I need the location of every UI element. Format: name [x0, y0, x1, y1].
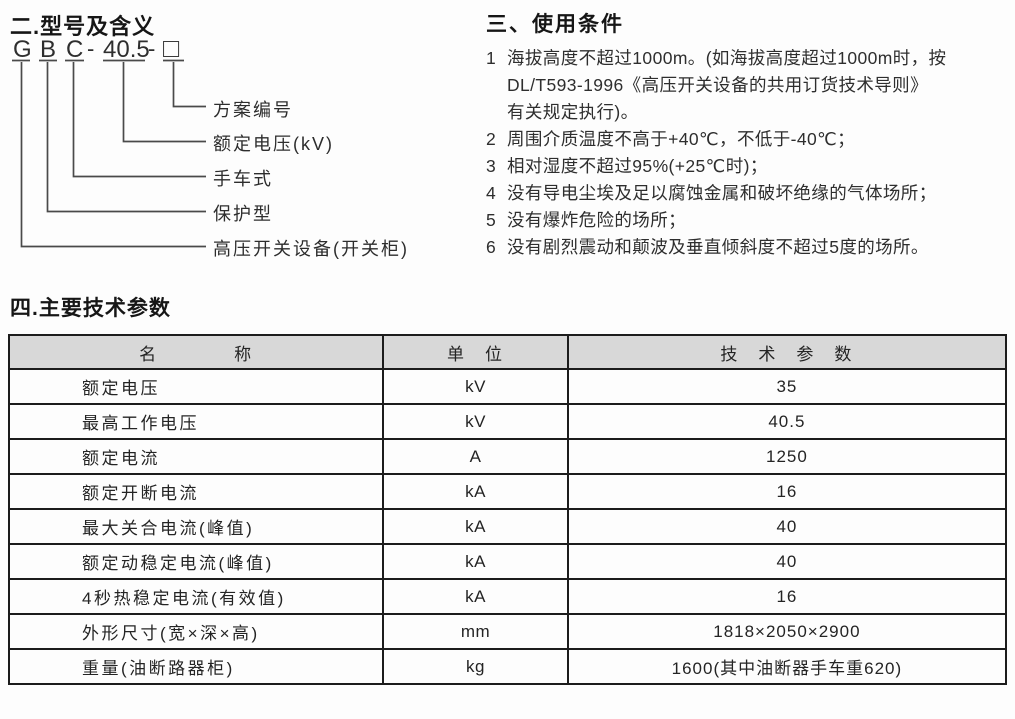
model-code-dash: -	[148, 36, 156, 61]
param-name-cell: 额定开断电流	[7, 473, 385, 510]
param-unit-cell: kV	[382, 368, 569, 405]
table-row: 外形尺寸(宽×深×高) mm 1818×2050×2900	[7, 613, 1008, 650]
param-name-cell: 最高工作电压	[7, 403, 385, 440]
condition-number: 3	[486, 156, 497, 176]
param-name-cell: 4秒热稳定电流(有效值)	[7, 578, 385, 615]
table-row: 额定电流 A 1250	[7, 438, 1008, 475]
param-value-cell: 35	[566, 368, 1008, 405]
condition-item: 3 相对湿度不超过95%(+25℃时)；	[486, 153, 1012, 180]
header-name: 名 称	[7, 334, 385, 370]
param-value-cell: 40	[566, 543, 1008, 580]
conditions-section: 三、使用条件 1 海拔高度不超过1000m。(如海拔高度超过1000m时，按 D…	[486, 8, 1012, 261]
model-section: 二.型号及含义 G B C - 40.5 - □ 方案编号 额定电压(kV) 手…	[0, 0, 480, 280]
param-value-cell: 1250	[566, 438, 1008, 475]
condition-text: 没有剧烈震动和颠波及垂直倾斜度不超过5度的场所。	[507, 237, 929, 257]
model-code-letter-g: G	[13, 36, 32, 63]
param-unit-cell: kA	[382, 508, 569, 545]
parameters-header-row: 名 称 单 位 技 术 参 数	[7, 334, 1008, 370]
model-code-dash: -	[87, 36, 95, 61]
model-code-letter-b: B	[40, 36, 57, 63]
param-unit-cell: kA	[382, 473, 569, 510]
model-label-rated-voltage: 额定电压(kV)	[213, 134, 334, 154]
model-label-scheme-number: 方案编号	[213, 100, 293, 120]
table-row: 最高工作电压 kV 40.5	[7, 403, 1008, 440]
scheme-placeholder-box-icon: □	[163, 33, 180, 63]
condition-number: 5	[486, 210, 497, 230]
param-name-cell: 重量(油断路器柜)	[7, 648, 385, 685]
param-name-cell: 额定电压	[7, 368, 385, 405]
table-row: 额定动稳定电流(峰值) kA 40	[7, 543, 1008, 580]
header-value: 技 术 参 数	[566, 334, 1008, 370]
table-row: 4秒热稳定电流(有效值) kA 16	[7, 578, 1008, 615]
model-connector-lines	[12, 59, 206, 248]
condition-item: 4 没有导电尘埃及足以腐蚀金属和破坏绝缘的气体场所；	[486, 180, 1012, 207]
model-code-voltage: 40.5	[103, 36, 150, 63]
condition-item: 6 没有剧烈震动和颠波及垂直倾斜度不超过5度的场所。	[486, 234, 1012, 261]
condition-item: 5 没有爆炸危险的场所；	[486, 207, 1012, 234]
param-name-cell: 额定动稳定电流(峰值)	[7, 543, 385, 580]
param-unit-cell: A	[382, 438, 569, 475]
table-row: 重量(油断路器柜) kg 1600(其中油断器手车重620)	[7, 648, 1008, 685]
condition-text: 没有爆炸危险的场所；	[507, 210, 686, 230]
model-label-handcart-type: 手车式	[213, 169, 273, 189]
param-value-cell: 1818×2050×2900	[566, 613, 1008, 650]
condition-number: 6	[486, 237, 497, 257]
condition-item: 1 海拔高度不超过1000m。(如海拔高度超过1000m时，按 DL/T593-…	[486, 45, 1012, 126]
condition-number: 2	[486, 129, 497, 149]
table-row: 额定开断电流 kA 16	[7, 473, 1008, 510]
condition-number: 4	[486, 183, 497, 203]
param-unit-cell: mm	[382, 613, 569, 650]
parameters-table: 名 称 单 位 技 术 参 数 额定电压 kV 35 最高工作电压 kV 40.…	[7, 334, 1008, 685]
param-value-cell: 40	[566, 508, 1008, 545]
model-code-letter-c: C	[66, 36, 84, 63]
condition-text: 没有导电尘埃及足以腐蚀金属和破坏绝缘的气体场所；	[507, 183, 937, 203]
param-unit-cell: kA	[382, 578, 569, 615]
condition-item: 2 周围介质温度不高于+40℃，不低于-40℃；	[486, 126, 1012, 153]
condition-text: 周围介质温度不高于+40℃，不低于-40℃；	[507, 129, 856, 149]
param-unit-cell: kA	[382, 543, 569, 580]
condition-number: 1	[486, 48, 497, 68]
param-value-cell: 16	[566, 578, 1008, 615]
model-label-protection-type: 保护型	[213, 204, 273, 224]
param-value-cell: 1600(其中油断器手车重620)	[566, 648, 1008, 685]
table-row: 额定电压 kV 35	[7, 368, 1008, 405]
param-name-cell: 额定电流	[7, 438, 385, 475]
param-unit-cell: kV	[382, 403, 569, 440]
model-label-hv-switchgear: 高压开关设备(开关柜)	[213, 239, 409, 259]
param-value-cell: 16	[566, 473, 1008, 510]
param-name-cell: 最大关合电流(峰值)	[7, 508, 385, 545]
condition-text: 海拔高度不超过1000m。(如海拔高度超过1000m时，按 DL/T593-19…	[507, 48, 947, 122]
condition-text: 相对湿度不超过95%(+25℃时)；	[507, 156, 768, 176]
param-unit-cell: kg	[382, 648, 569, 685]
param-value-cell: 40.5	[566, 403, 1008, 440]
header-unit: 单 位	[382, 334, 569, 370]
table-row: 最大关合电流(峰值) kA 40	[7, 508, 1008, 545]
parameters-section-title: 四.主要技术参数	[10, 297, 171, 320]
model-section-title: 二.型号及含义	[10, 14, 156, 39]
param-name-cell: 外形尺寸(宽×深×高)	[7, 613, 385, 650]
conditions-section-title: 三、使用条件	[486, 13, 624, 36]
